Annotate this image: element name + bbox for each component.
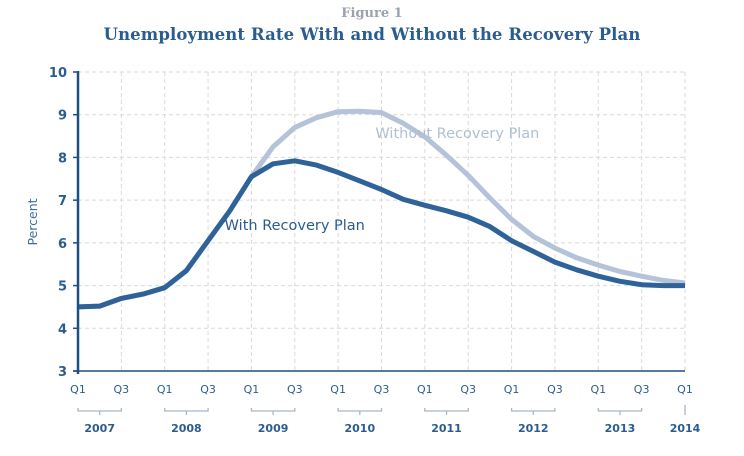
x-tick-label: Q3 xyxy=(200,383,216,396)
x-tick-label: Q3 xyxy=(374,383,390,396)
x-tick-label: Q3 xyxy=(114,383,130,396)
year-bracket xyxy=(424,408,469,415)
y-axis-label: Percent xyxy=(25,198,40,245)
y-tick-label: 7 xyxy=(58,194,67,209)
year-label: 2007 xyxy=(84,422,115,435)
series-label-without-recovery-plan: Without Recovery Plan xyxy=(375,126,539,142)
x-tick-label: Q1 xyxy=(590,383,606,396)
year-label: 2012 xyxy=(518,422,549,435)
x-tick-label: Q1 xyxy=(70,383,86,396)
series-lines xyxy=(77,108,686,310)
y-tick-label: 10 xyxy=(49,66,67,81)
series-label-with-recovery-plan: With Recovery Plan xyxy=(225,218,365,234)
gridlines xyxy=(78,71,686,371)
x-tick-label: Q1 xyxy=(244,383,260,396)
year-bracket xyxy=(77,408,123,415)
x-tick-label: Q3 xyxy=(287,383,303,396)
x-tick-label: Q1 xyxy=(417,383,433,396)
year-label: 2010 xyxy=(345,422,376,435)
y-tick-label: 8 xyxy=(58,151,67,166)
year-bracket xyxy=(164,408,209,415)
axes: 3 4 5 6 7 8 9 10 Q1 Q3 Q1 Q3 Q1 Q3 Q1 Q3 Q1 Q3 Q1 Q3 Q1 Q3 Q1 2… xyxy=(49,66,701,435)
x-tick-label: Q1 xyxy=(677,383,693,396)
year-label: 2014 xyxy=(670,422,701,435)
figure-label: Figure 1 xyxy=(341,6,403,21)
x-tick-label: Q1 xyxy=(330,383,346,396)
year-bracket xyxy=(337,408,383,415)
x-tick-label: Q1 xyxy=(504,383,520,396)
x-tick-label: Q3 xyxy=(547,383,563,396)
year-bracket xyxy=(250,408,296,415)
y-tick-label: 4 xyxy=(58,322,67,337)
y-tick-label: 6 xyxy=(58,237,67,252)
year-label: 2008 xyxy=(171,422,202,435)
year-bracket xyxy=(510,408,556,415)
y-tick-label: 3 xyxy=(58,365,67,380)
y-tick-label: 9 xyxy=(58,109,67,124)
labels: Without Recovery Plan With Recovery Plan xyxy=(225,126,540,234)
x-tick-label: Q3 xyxy=(460,383,476,396)
series-line-with-recovery-plan xyxy=(77,158,685,310)
y-tick-label: 5 xyxy=(58,280,67,295)
year-label: 2011 xyxy=(431,422,462,435)
x-tick-label: Q3 xyxy=(634,383,650,396)
x-tick-label: Q1 xyxy=(157,383,173,396)
year-label: 2009 xyxy=(258,422,289,435)
chart-title: Unemployment Rate With and Without the R… xyxy=(103,25,641,44)
year-bracket xyxy=(597,408,643,415)
year-label: 2013 xyxy=(605,422,636,435)
